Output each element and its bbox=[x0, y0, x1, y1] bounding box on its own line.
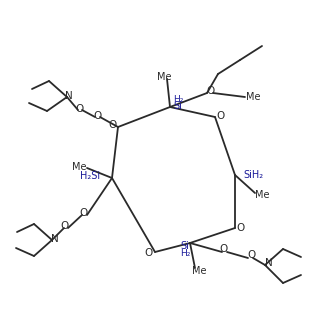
Text: O: O bbox=[79, 208, 87, 218]
Text: H₂Si: H₂Si bbox=[80, 171, 100, 181]
Text: Me: Me bbox=[246, 92, 260, 102]
Text: O: O bbox=[220, 244, 228, 254]
Text: N: N bbox=[51, 234, 59, 244]
Text: Si: Si bbox=[181, 241, 189, 251]
Text: SiH₂: SiH₂ bbox=[243, 170, 263, 180]
Text: H₂: H₂ bbox=[173, 94, 183, 103]
Text: Me: Me bbox=[157, 72, 171, 82]
Text: O: O bbox=[145, 248, 153, 258]
Text: O: O bbox=[94, 111, 102, 121]
Text: Si: Si bbox=[174, 101, 183, 111]
Text: O: O bbox=[109, 120, 117, 130]
Text: H₂: H₂ bbox=[180, 250, 190, 259]
Text: N: N bbox=[265, 258, 273, 268]
Text: O: O bbox=[217, 111, 225, 121]
Text: Me: Me bbox=[255, 190, 269, 200]
Text: Me: Me bbox=[72, 162, 86, 172]
Text: O: O bbox=[248, 250, 256, 260]
Text: Me: Me bbox=[192, 266, 206, 276]
Text: O: O bbox=[60, 221, 68, 231]
Text: N: N bbox=[65, 91, 73, 101]
Text: O: O bbox=[207, 86, 215, 96]
Text: O: O bbox=[76, 104, 84, 114]
Text: O: O bbox=[237, 223, 245, 233]
